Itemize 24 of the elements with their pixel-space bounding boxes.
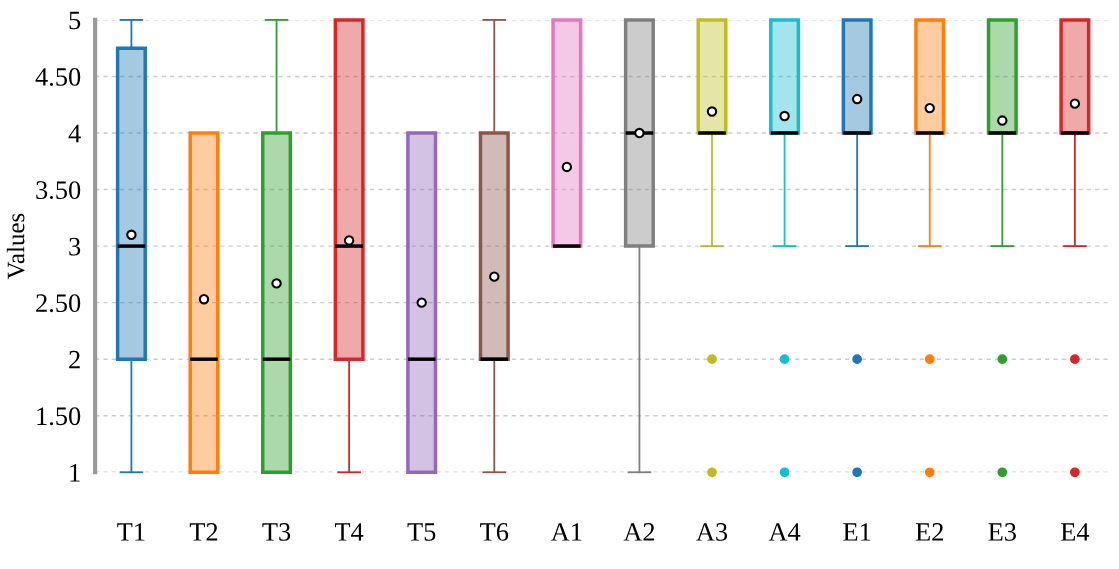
y-tick-label: 1.50 (37, 407, 81, 426)
x-tick-label: T2 (189, 523, 218, 541)
x-tick-label: E4 (1060, 523, 1090, 541)
y-tick-label: 3 (69, 237, 81, 256)
x-tick-label: T1 (117, 523, 145, 541)
x-tick-label: A3 (696, 523, 728, 541)
x-tick-label: E3 (988, 523, 1016, 541)
y-tick-label: 4 (68, 124, 81, 143)
x-tick-label: T5 (407, 523, 436, 541)
y-tick-label: 3.50 (36, 181, 81, 200)
x-tick-label: T6 (480, 523, 509, 541)
x-tick-label: A1 (550, 523, 582, 541)
y-tick-label: 4.50 (35, 68, 81, 86)
y-axis-title: Values (6, 213, 25, 280)
x-tick-label: T3 (262, 523, 291, 541)
y-tick-label: 2 (69, 350, 80, 369)
y-tick-label: 5 (69, 11, 81, 30)
y-tick-label: 1 (70, 464, 80, 482)
x-tick-label: E2 (915, 523, 943, 541)
x-tick-label: A2 (623, 523, 655, 541)
x-tick-label: A4 (768, 523, 801, 541)
y-tick-label: 2.50 (36, 294, 81, 313)
x-tick-label: E1 (843, 523, 871, 541)
x-tick-label: T4 (334, 523, 364, 541)
